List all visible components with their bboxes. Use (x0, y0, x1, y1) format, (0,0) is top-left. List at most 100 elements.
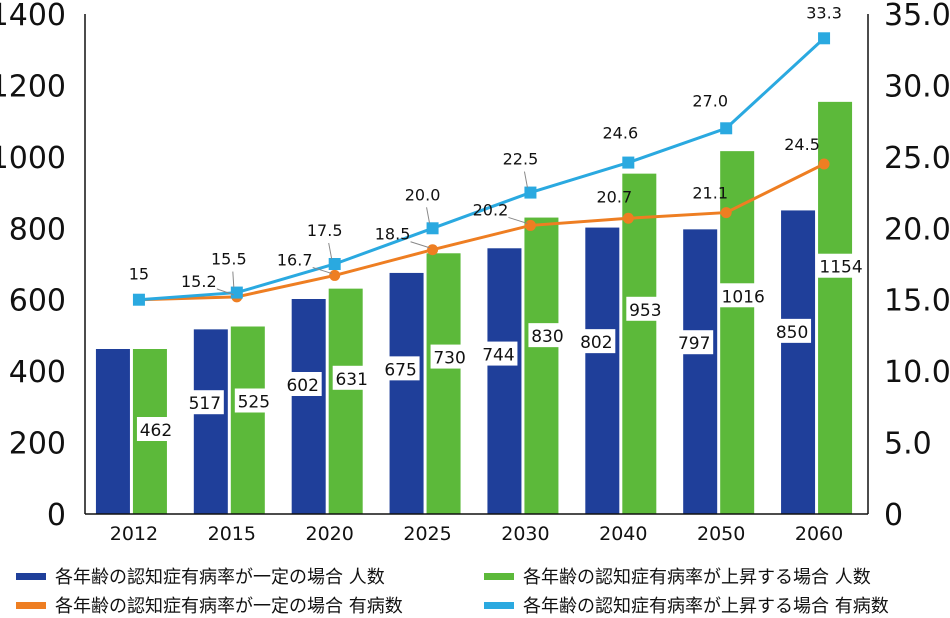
line-label-rising-rate-2030: 22.5 (503, 150, 539, 169)
bar-label-rising-2040: 953 (629, 301, 661, 321)
line-label-constant-rate-2040: 20.7 (597, 187, 633, 206)
line-label-rising-rate-2025: 20.0 (405, 185, 441, 204)
y-left-tick-1400: 1400 (0, 0, 66, 33)
bar-constant-2015 (193, 329, 228, 514)
x-tick-2012: 2012 (110, 523, 158, 545)
line-label-constant-rate-2020: 16.7 (277, 250, 313, 269)
bar-label-constant-2050: 797 (678, 334, 710, 354)
legend-swatch-rising-rate (484, 601, 514, 609)
leader-constant-rate-2025 (410, 241, 430, 249)
x-tick-2060: 2060 (795, 523, 843, 545)
bar-constant-2060 (781, 210, 816, 514)
point-constant-rate-2040 (622, 212, 634, 224)
point-rising-rate-2040 (622, 156, 635, 169)
bar-label-rising-2060: 1154 (819, 258, 862, 278)
bar-label-rising-2030: 830 (531, 327, 563, 347)
line-label-constant-rate-2050: 21.1 (692, 184, 728, 203)
axes: 0 200 400 600 800 1000 1200 1400 0 5.0 10.0 15.0 20.… (0, 0, 950, 545)
bar-label-bg-constant-2020 (283, 372, 322, 396)
y-left-tick-1200: 1200 (0, 69, 66, 104)
bar-label-bg-constant-2025 (381, 356, 420, 381)
bar-constant-2050 (683, 229, 718, 514)
bar-label-bg-constant-2060 (773, 318, 812, 343)
line-label-constant-rate-2060: 24.5 (784, 135, 820, 154)
bar-label-constant-2040: 802 (580, 333, 612, 353)
legend-label-constant-count: 各年齢の認知症有病率が一定の場合 人数 (55, 567, 385, 588)
line-label-rising-rate-2020: 17.5 (307, 221, 343, 240)
bar-label-bg-rising-2030 (528, 323, 567, 348)
bar-label-constant-2030: 744 (482, 346, 514, 366)
point-rising-rate-2025 (426, 222, 439, 235)
point-constant-rate-2025 (427, 244, 439, 256)
y-right-tick-10.0: 10.0 (884, 355, 950, 390)
bar-label-bg-rising-2050 (719, 283, 768, 308)
legend-item-constant-rate: 各年齢の認知症有病率が一定の場合 有病数 (16, 593, 484, 617)
y-right-tick-20.0: 20.0 (884, 212, 950, 247)
bar-rising-2040 (622, 173, 657, 514)
leader-constant-rate-2015 (216, 288, 234, 296)
line-label-constant-rate-2015: 15.2 (181, 272, 217, 291)
x-tick-2050: 2050 (697, 523, 745, 545)
y-right-tick-35.0: 35.0 (884, 0, 950, 33)
leader-constant-rate-2030 (508, 216, 528, 224)
line-group (132, 32, 831, 306)
legend-swatch-rising-count (484, 572, 514, 580)
point-constant-rate-2020 (329, 269, 341, 281)
bar-rising-2025 (426, 253, 461, 515)
y-left-tick-1000: 1000 (0, 141, 66, 176)
bar-label-bg-rising-2060 (817, 253, 866, 278)
leader-rising-rate-2025 (426, 207, 431, 224)
data-labels: 517 602 675 744 802 797 850 462 525 631 730 830 953 1… (129, 3, 866, 441)
bar-label-bg-constant-2050 (675, 330, 714, 355)
x-tick-2015: 2015 (208, 523, 256, 545)
line-label-rising-rate-2040: 24.6 (603, 124, 639, 143)
bar-constant-2020 (291, 299, 326, 514)
y-left-tick-400: 400 (9, 355, 66, 390)
point-rising-rate-2050 (720, 122, 733, 135)
bar-constant-2030 (487, 248, 522, 515)
x-tick-2020: 2020 (306, 523, 354, 545)
bar-label-constant-2060: 850 (776, 323, 808, 343)
point-constant-rate-2050 (720, 207, 732, 219)
legend-label-constant-rate: 各年齢の認知症有病率が一定の場合 有病数 (55, 596, 403, 617)
point-rising-rate-2030 (524, 186, 537, 199)
y-left-tick-200: 200 (9, 427, 66, 462)
legend-label-rising-rate: 各年齢の認知症有病率が上昇する場合 有病数 (523, 596, 889, 617)
line-rising-rate (138, 37, 826, 302)
bar-label-bg-rising-2020 (332, 365, 371, 390)
bar-rising-2030 (524, 217, 559, 515)
bar-label-bg-rising-2015 (234, 388, 273, 413)
bar-label-rising-2020: 631 (335, 370, 367, 390)
x-tick-2025: 2025 (403, 523, 451, 545)
line-constant-rate (138, 162, 825, 302)
bar-label-rising-2012: 462 (140, 421, 172, 441)
line-label-rising-rate-2012: 15 (129, 265, 149, 284)
bar-label-rising-2050: 1016 (722, 287, 765, 307)
y-left-tick-0: 0 (47, 498, 66, 533)
y-right-tick-15.0: 15.0 (884, 284, 950, 319)
leader-constant-rate-2020 (312, 266, 332, 274)
bar-label-bg-rising-2025 (430, 344, 469, 369)
y-right-tick-5.0: 5.0 (884, 427, 932, 462)
bar-constant-2025 (389, 272, 424, 514)
line-label-rising-rate-2050: 27.0 (692, 91, 728, 110)
y-right-tick-25.0: 25.0 (884, 141, 950, 176)
bar-group (95, 101, 853, 515)
line-label-rising-rate-2060: 33.3 (806, 3, 842, 22)
point-rising-rate-2060 (818, 32, 831, 45)
point-constant-rate-2060 (818, 158, 830, 170)
leader-rising-rate-2030 (523, 171, 528, 188)
x-tick-2030: 2030 (501, 523, 549, 545)
legend-item-rising-count: 各年齢の認知症有病率が上昇する場合 人数 (484, 564, 946, 588)
legend-item-constant-count: 各年齢の認知症有病率が一定の場合 人数 (16, 564, 484, 588)
point-constant-rate-2030 (524, 219, 536, 231)
bar-label-bg-constant-2040 (577, 329, 616, 354)
bar-constant-2012 (95, 349, 130, 514)
legend-swatch-constant-count (16, 572, 46, 580)
legend-item-rising-rate: 各年齢の認知症有病率が上昇する場合 有病数 (484, 593, 946, 617)
bar-label-bg-rising-2012 (136, 417, 175, 441)
y-left-tick-800: 800 (9, 212, 66, 247)
legend-label-rising-count: 各年齢の認知症有病率が上昇する場合 人数 (523, 567, 871, 588)
y-right-tick-0: 0 (884, 498, 903, 533)
